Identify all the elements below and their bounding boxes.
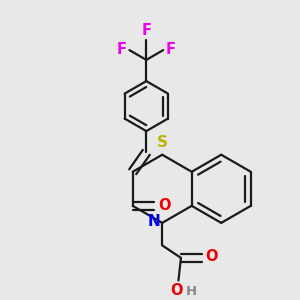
Text: H: H bbox=[186, 285, 197, 298]
Text: O: O bbox=[206, 249, 218, 264]
Text: O: O bbox=[170, 283, 182, 298]
Text: F: F bbox=[117, 42, 127, 57]
Text: N: N bbox=[147, 214, 160, 229]
Text: F: F bbox=[141, 22, 151, 38]
Text: S: S bbox=[157, 135, 168, 150]
Text: O: O bbox=[158, 198, 171, 213]
Text: F: F bbox=[166, 42, 176, 57]
